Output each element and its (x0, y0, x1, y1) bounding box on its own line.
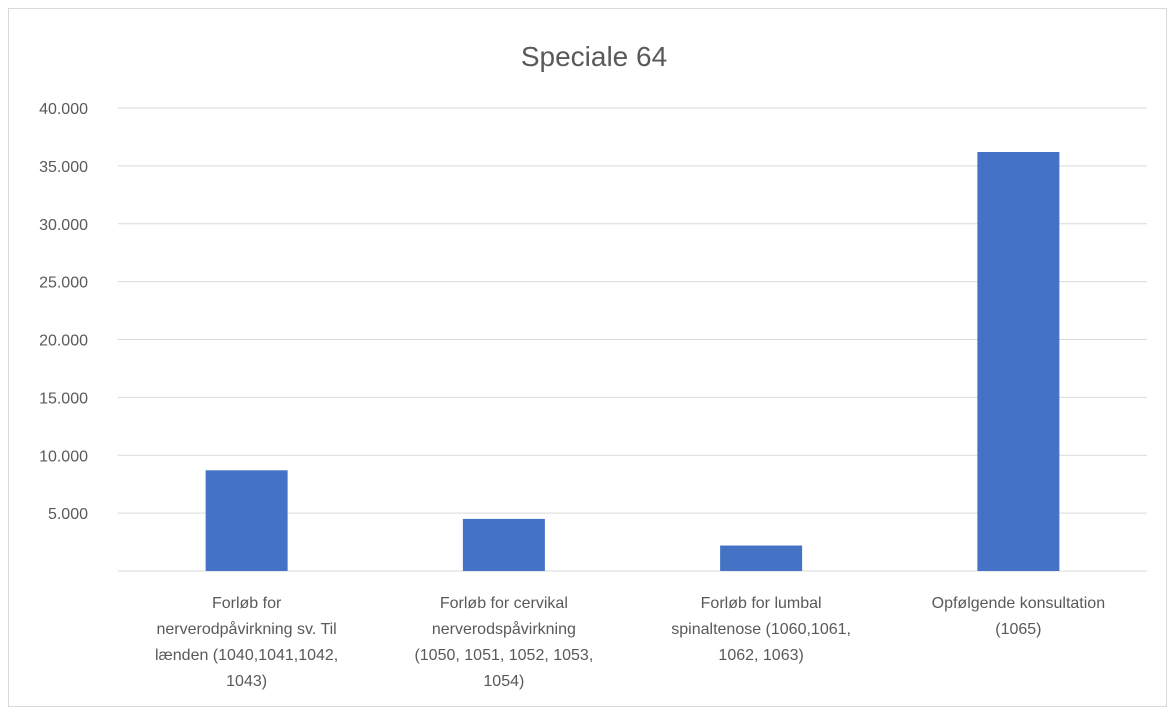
y-tick-label: 10.000 (39, 448, 88, 465)
x-tick-label: spinaltenose (1060,1061, (671, 621, 851, 638)
chart-frame (8, 8, 1167, 707)
bar (462, 518, 545, 571)
x-tick-label: 1062, 1063) (718, 647, 803, 664)
x-tick-label: Forløb for (212, 595, 282, 612)
x-tick-label: lænden (1040,1041,1042, (155, 647, 338, 664)
x-tick-label: Forløb for lumbal (701, 595, 822, 612)
y-axis: 5.000 10.000 15.000 20.000 25.000 30.000 35.00… (39, 101, 88, 523)
x-axis: Forløb for nerverodpåvirkning sv. Til lænd… (155, 595, 1105, 690)
x-tick-label: nerverodpåvirkning sv. Til (157, 620, 337, 638)
x-tick-label: (1050, 1051, 1052, 1053, (414, 647, 593, 664)
bars (205, 151, 1060, 572)
x-tick-label: (1065) (995, 621, 1041, 638)
y-tick-label: 20.000 (39, 333, 88, 350)
bar (720, 545, 803, 571)
y-tick-label: 35.000 (39, 159, 88, 176)
x-tick-label: 1054) (483, 673, 524, 690)
y-tick-label: 40.000 (39, 101, 88, 118)
y-tick-label: 25.000 (39, 275, 88, 292)
gridlines (118, 107, 1147, 572)
x-tick-label: 1043) (226, 673, 267, 690)
bar (205, 470, 288, 571)
chart-title: Speciale 64 (521, 41, 667, 72)
bar (977, 151, 1060, 572)
y-tick-label: 5.000 (48, 506, 88, 523)
x-tick-label: nerverodspåvirkning (432, 620, 576, 638)
x-tick-label: Forløb for cervikal (440, 595, 568, 612)
x-tick-label: Opfølgende konsultation (932, 595, 1105, 612)
y-tick-label: 15.000 (39, 390, 88, 407)
y-tick-label: 30.000 (39, 217, 88, 234)
